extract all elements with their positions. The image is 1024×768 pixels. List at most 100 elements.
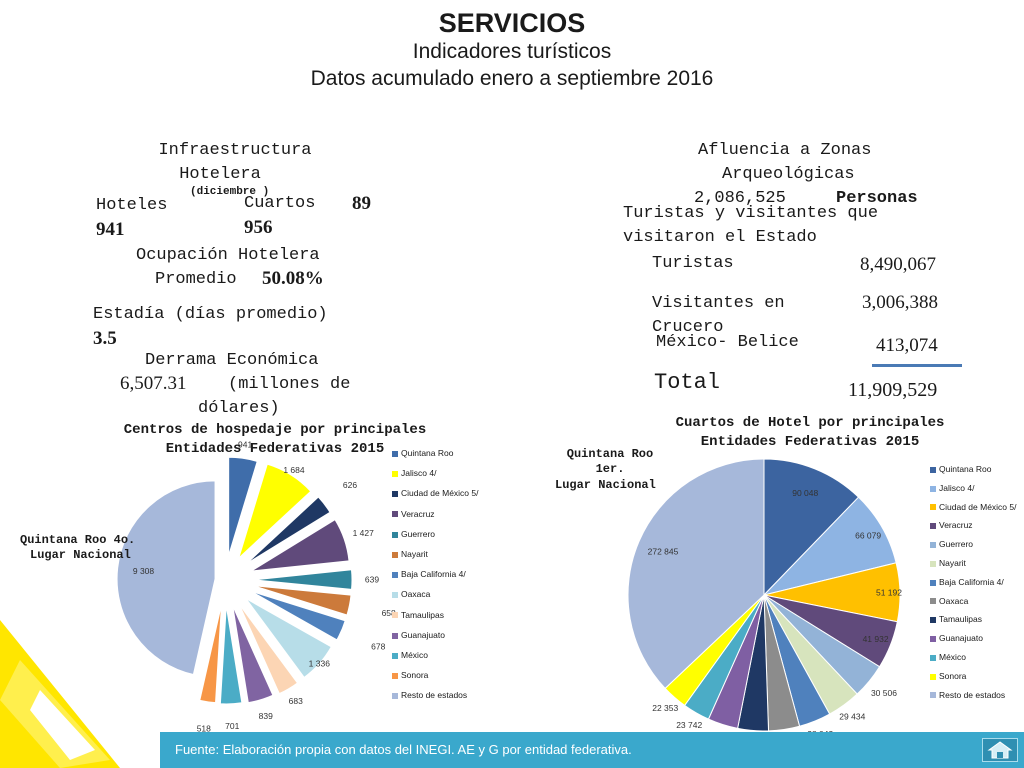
chart1-slice-6 (251, 591, 346, 641)
page-title: SERVICIOS (438, 8, 586, 38)
chart2-data-label-0: 90 048 (792, 488, 818, 498)
legend-swatch (392, 693, 398, 700)
annotation-right-line2: 1er. (595, 462, 625, 476)
chart2-legend-item: Resto de estados (930, 690, 1005, 702)
chart1-data-label-2: 626 (343, 480, 357, 490)
chart2-slice-12 (627, 458, 765, 690)
legend-swatch (930, 560, 936, 567)
legend-swatch (392, 511, 398, 518)
afluencia-heading-line2: Arqueológicas (722, 165, 855, 184)
legend-label: Quintana Roo (939, 464, 992, 474)
chart2-legend-item: Quintana Roo (930, 464, 991, 476)
legend-swatch (930, 579, 936, 586)
crucero-label-2: Crucero (652, 318, 724, 337)
cuartos-label: Cuartos (244, 194, 316, 213)
legend-label: Sonora (401, 670, 429, 681)
legend-label: Resto de estados (939, 689, 1006, 700)
belice-label: México- Belice (656, 333, 799, 352)
chart2-legend-item: Oaxaca (930, 596, 968, 608)
turistas-heading-line2: visitaron el Estado (623, 228, 817, 247)
chart2-legend-item: Sonora (930, 671, 966, 683)
chart1-legend-item: México (392, 650, 428, 662)
chart1-legend: Quintana Roo Jalisco 4/Ciudad de México 5… (392, 448, 502, 708)
legend-swatch (930, 692, 936, 699)
derrama-unit-2: dólares) (198, 399, 280, 418)
total-divider (872, 364, 962, 367)
chart1-slice-10 (219, 605, 243, 705)
chart1-legend-item: Nayarit (392, 549, 428, 561)
chart1-legend-item: Baja California 4/ (392, 569, 466, 581)
annotation-right-line3: Lugar Nacional (555, 478, 656, 492)
chart1-data-label-11: 518 (197, 723, 211, 733)
legend-swatch (930, 466, 936, 473)
chart1-data-label-12: 9 308 (133, 566, 155, 576)
belice-value: 413,074 (876, 335, 938, 356)
chart1-slice-0 (228, 456, 258, 556)
chart2-legend-item: Guerrero (930, 539, 973, 551)
chart2-legend-item: Guanajuato (930, 633, 983, 645)
chart2-legend-item: México (930, 652, 966, 664)
chart2-legend-item: Nayarit (930, 558, 966, 570)
legend-label: Guerrero (939, 539, 974, 550)
chart1-data-label-8: 683 (289, 696, 303, 706)
ocupacion-label: Ocupación Hotelera (136, 246, 320, 265)
legend-label: Veracruz (939, 520, 973, 531)
chart1-legend-item: Guanajuato (392, 630, 445, 642)
chart1-slice-1 (237, 463, 312, 560)
legend-swatch (392, 672, 398, 679)
chart2-data-label-1: 66 079 (855, 530, 881, 540)
chart2-legend-item: Veracruz (930, 520, 973, 532)
legend-swatch (392, 652, 398, 659)
chart1-data-label-9: 839 (259, 711, 273, 721)
legend-label: Ciudad de México 5/ (401, 488, 479, 499)
chart1-data-label-10: 701 (225, 721, 239, 731)
legend-label: Baja California 4/ (401, 569, 466, 580)
annotation-right-line1: Quintana Roo (566, 447, 654, 461)
afluencia-unit: Personas (836, 189, 918, 208)
total-value: 11,909,529 (848, 379, 938, 401)
crucero-value: 3,006,388 (862, 292, 938, 313)
afluencia-value: 2,086,525 (694, 189, 786, 208)
legend-swatch (392, 612, 398, 619)
chart1-slice-12 (116, 480, 216, 676)
cuartos-value-a: 89 (352, 193, 371, 214)
chart2-data-label-5: 29 434 (839, 711, 865, 721)
legend-label: Guerrero (401, 528, 436, 539)
chart2-data-label-10: 23 742 (676, 720, 702, 730)
chart1-legend-item: Jalisco 4/ (392, 468, 436, 480)
hoteles-label: Hoteles (96, 196, 168, 215)
chart1-legend-item: Ciudad de México 5/ (392, 488, 479, 500)
chart1-slice-7 (245, 598, 332, 679)
crucero-label: Visitantes en (652, 294, 785, 313)
legend-label: Sonora (939, 670, 967, 681)
footer-source: Fuente: Elaboración propia con datos del… (175, 742, 632, 757)
cuartos-value-b: 956 (244, 217, 273, 238)
chart1-legend-item: Tamaulipas (392, 610, 444, 622)
chart2-data-label-3: 41 932 (863, 634, 889, 644)
derrama-value: 6,507.31 (120, 373, 187, 394)
legend-swatch (392, 571, 398, 578)
turistas-value: 8,490,067 (860, 254, 936, 275)
turistas-heading-line1: Turistas y visitantes que (623, 204, 879, 223)
legend-swatch (930, 523, 936, 530)
home-button[interactable] (982, 738, 1018, 762)
legend-label: Veracruz (401, 508, 435, 519)
chart1-title: Centros de hospedaje por principales (123, 422, 427, 438)
legend-swatch (392, 470, 398, 477)
derrama-unit: (millones de (228, 375, 351, 394)
legend-swatch (392, 531, 398, 538)
legend-swatch (392, 491, 398, 498)
legend-label: Oaxaca (939, 595, 969, 606)
legend-swatch (392, 632, 398, 639)
infra-heading-line1: Infraestructura (158, 141, 312, 160)
legend-swatch (930, 673, 936, 680)
estadia-label: Estadía (días promedio) (93, 305, 328, 324)
chart1-legend-item: Guerrero (392, 529, 435, 541)
home-icon (987, 741, 1013, 759)
chart1-slice-11 (199, 604, 222, 704)
legend-swatch (392, 592, 398, 599)
chart2-data-label-11: 22 353 (652, 703, 678, 713)
legend-label: Jalisco 4/ (939, 482, 975, 493)
afluencia-heading-line1: Afluencia a Zonas (698, 141, 872, 160)
